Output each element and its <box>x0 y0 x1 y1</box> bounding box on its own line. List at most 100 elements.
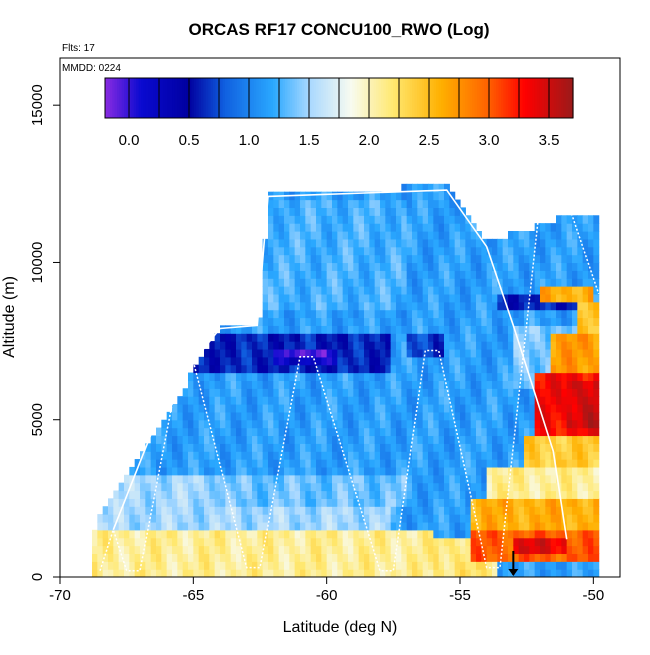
heatmap-cell <box>502 553 509 562</box>
heatmap-cell <box>284 482 290 492</box>
heatmap-cell <box>102 569 109 577</box>
heatmap-cell <box>220 498 226 507</box>
heatmap-cell <box>561 364 568 374</box>
heatmap-cell <box>316 427 322 437</box>
heatmap-cell <box>390 490 397 499</box>
heatmap-cell <box>172 466 178 476</box>
heatmap-cell <box>524 404 530 413</box>
heatmap-cell <box>401 427 408 437</box>
heatmap-cell <box>550 506 557 515</box>
heatmap-cell <box>156 537 162 547</box>
heatmap-cell <box>358 356 365 366</box>
heatmap-cell <box>566 490 573 499</box>
heatmap-cell <box>289 537 296 547</box>
heatmap-cell <box>214 474 221 484</box>
heatmap-cell <box>508 529 514 539</box>
heatmap-cell <box>454 443 461 452</box>
heatmap-cell <box>353 270 360 279</box>
heatmap-cell <box>428 466 434 476</box>
heatmap-cell <box>534 254 541 264</box>
heatmap-cell <box>230 435 237 444</box>
heatmap-cell <box>204 388 210 397</box>
heatmap-cell <box>380 419 386 429</box>
heatmap-cell <box>220 506 226 515</box>
heatmap-cell <box>428 341 434 350</box>
heatmap-cell <box>161 474 168 484</box>
heatmap-cell <box>518 372 525 382</box>
heatmap-cell <box>390 380 397 389</box>
heatmap-cell <box>182 419 189 429</box>
heatmap-cell <box>433 459 440 468</box>
heatmap-cell <box>545 356 552 366</box>
heatmap-cell <box>540 451 546 460</box>
heatmap-cell <box>481 333 488 342</box>
heatmap-cell <box>310 459 317 468</box>
heatmap-cell <box>182 411 189 421</box>
plot-frame <box>59 57 621 578</box>
heatmap-cell <box>300 427 306 437</box>
heatmap-cell <box>470 262 477 271</box>
heatmap-cell <box>204 356 210 366</box>
heatmap-cell <box>422 333 429 342</box>
heatmap-cell <box>278 231 285 240</box>
heatmap-cell <box>454 215 461 224</box>
heatmap-cell <box>380 482 386 492</box>
heatmap-cell <box>502 569 509 577</box>
heatmap-cell <box>524 246 530 256</box>
heatmap-cell <box>113 553 120 562</box>
heatmap-cell <box>401 435 408 444</box>
heatmap-cell <box>348 325 354 334</box>
colorbar-segment <box>275 78 279 118</box>
heatmap-cell <box>465 521 472 531</box>
heatmap-cell <box>433 254 440 264</box>
heatmap-cell <box>444 380 450 389</box>
heatmap-cell <box>209 537 216 547</box>
heatmap-cell <box>417 341 424 350</box>
heatmap-cell <box>476 537 482 547</box>
heatmap-cell <box>193 419 200 429</box>
heatmap-cell <box>92 553 98 562</box>
heatmap-cell <box>385 529 392 539</box>
heatmap-cell <box>422 537 429 547</box>
heatmap-cell <box>305 529 312 539</box>
heatmap-cell <box>214 459 221 468</box>
heatmap-cell <box>534 459 541 468</box>
heatmap-cell <box>588 262 594 271</box>
heatmap-cell <box>438 553 445 562</box>
heatmap-cell <box>268 223 274 232</box>
heatmap-cell <box>588 411 594 421</box>
heatmap-cell <box>401 278 408 287</box>
heatmap-cell <box>438 215 445 224</box>
heatmap-cell <box>374 246 381 256</box>
x-tick-label: -55 <box>449 587 471 604</box>
heatmap-cell <box>561 427 568 437</box>
heatmap-cell <box>556 388 562 397</box>
heatmap-cell <box>369 341 376 350</box>
heatmap-cell <box>140 482 146 492</box>
heatmap-cell <box>209 459 216 468</box>
heatmap-cell <box>310 254 317 264</box>
heatmap-cell <box>396 514 402 523</box>
heatmap-cell <box>428 545 434 555</box>
colorbar-segment <box>148 78 152 118</box>
heatmap-cell <box>289 207 296 216</box>
heatmap-cell <box>518 435 525 444</box>
colorbar-segment <box>537 78 540 118</box>
heatmap-cell <box>380 498 386 507</box>
heatmap-cell <box>337 529 344 539</box>
heatmap-cell <box>561 270 568 279</box>
heatmap-cell <box>486 537 493 547</box>
heatmap-cell <box>385 191 392 201</box>
heatmap-cell <box>513 419 520 429</box>
heatmap-cell <box>118 537 125 547</box>
heatmap-cell <box>316 262 322 271</box>
heatmap-cell <box>374 191 381 201</box>
heatmap-cell <box>385 309 392 319</box>
heatmap-cell <box>540 388 546 397</box>
heatmap-cell <box>268 482 274 492</box>
heatmap-cell <box>273 553 280 562</box>
heatmap-cell <box>262 482 269 492</box>
heatmap-cell <box>252 482 258 492</box>
heatmap-cell <box>236 443 242 452</box>
